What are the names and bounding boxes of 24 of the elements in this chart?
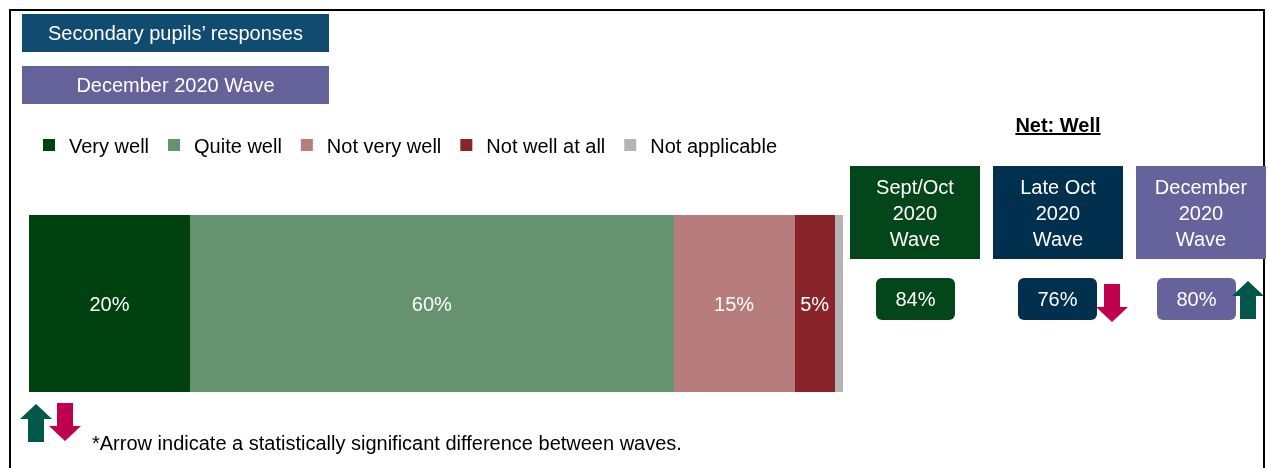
data-label: 5% — [800, 292, 830, 315]
bar — [29, 215, 191, 392]
legend-label: Not applicable — [650, 134, 778, 157]
data-label: 20% — [89, 292, 130, 315]
chart-subtitle: December 2020 Wave — [22, 66, 329, 104]
bar — [673, 215, 795, 392]
data-label: 60% — [411, 292, 453, 315]
legend-label: Not very well — [326, 134, 442, 157]
category-label: Late Oct 2020 Wave — [993, 166, 1123, 259]
data-label: 84% — [876, 278, 955, 320]
bar — [794, 215, 835, 392]
chart-title: Secondary pupils’ responses — [22, 14, 329, 52]
bar — [834, 215, 843, 392]
bar — [190, 215, 674, 392]
category-label: Sept/Oct 2020 Wave — [850, 166, 980, 259]
text: Net: Well — [1014, 114, 1102, 137]
data-label: 80% — [1157, 278, 1236, 320]
category-label: December 2020 Wave — [1136, 166, 1266, 259]
data-label: 15% — [714, 292, 755, 315]
legend-label: Very well — [69, 134, 150, 157]
data-label: 76% — [1018, 278, 1097, 320]
legend-label: Not well at all — [486, 134, 606, 157]
legend-label: Quite well — [194, 134, 282, 157]
text: *Arrow indicate a statistically significant difference between waves. — [92, 432, 682, 455]
